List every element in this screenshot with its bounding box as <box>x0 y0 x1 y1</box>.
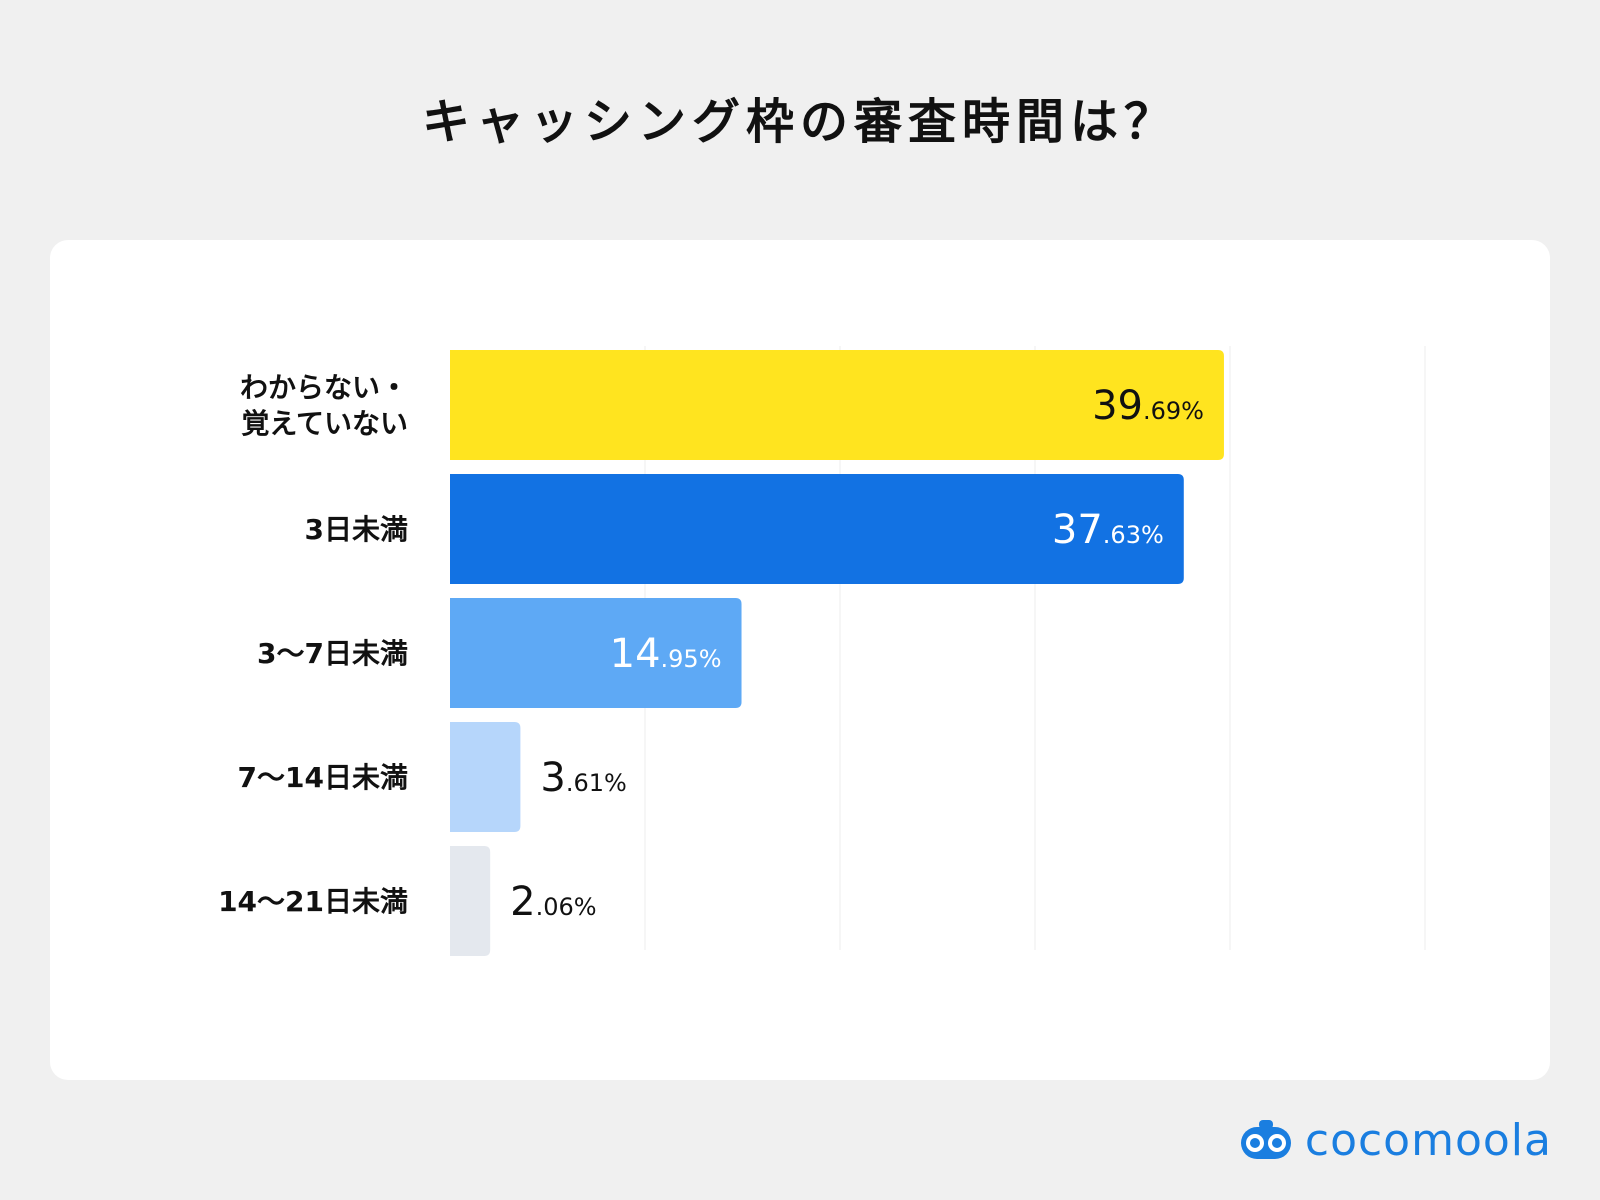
brand-name: cocomoola <box>1304 1114 1552 1166</box>
bar <box>450 598 742 708</box>
value-label: 14.95% <box>610 631 722 677</box>
chart-card: わからない・覚えていない 39.69% 3日未満 37.63% 3〜7日未満 14.95%… <box>50 240 1550 1080</box>
category-label: 7〜14日未満 <box>238 761 408 794</box>
bar <box>450 350 1224 460</box>
chart-title: キャッシング枠の審査時間は？ <box>421 94 1178 150</box>
value-label: 2.06% <box>510 879 596 925</box>
value-label: 3.61% <box>540 755 626 801</box>
category-label: 3〜7日未満 <box>257 637 408 670</box>
bar <box>450 474 1184 584</box>
cocomoola-logo-icon <box>1240 1120 1291 1159</box>
bar <box>450 846 491 956</box>
value-label: 39.69% <box>1092 383 1204 429</box>
bar-chart: わからない・覚えていない 39.69% 3日未満 37.63% 3〜7日未満 14.95%… <box>218 346 1426 956</box>
bar <box>450 722 521 832</box>
value-label: 37.63% <box>1052 507 1164 553</box>
category-label: 3日未満 <box>305 513 408 546</box>
category-label: わからない・覚えていない <box>240 371 408 440</box>
brand-logo: cocomoola <box>1239 1110 1552 1170</box>
category-label: 14〜21日未満 <box>218 885 408 918</box>
